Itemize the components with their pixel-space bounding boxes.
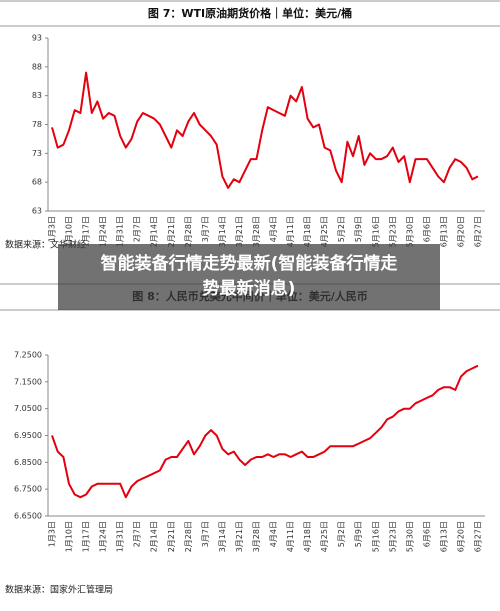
data-line: [51, 364, 479, 499]
x-tick-label: 5月23日: [388, 521, 397, 552]
x-tick-label: 1月17日: [82, 216, 91, 247]
y-tick-label: 7.0500: [14, 404, 42, 413]
overlay-banner: 智能装备行情走势最新(智能装备行情走势最新消息): [58, 244, 440, 310]
x-tick-label: 6月27日: [474, 521, 483, 552]
y-tick-label: 73: [32, 149, 42, 158]
x-tick-label: 6月6日: [422, 216, 431, 242]
y-tick-label: 68: [32, 178, 42, 187]
x-tick-label: 4月4日: [269, 216, 278, 242]
y-tick-label: 6.7500: [14, 485, 42, 494]
y-tick-label: 93: [32, 34, 42, 43]
chart-title: 图 7：WTI原油期货价格｜单位：美元/桶: [148, 6, 352, 20]
y-tick-label: 7.1500: [14, 377, 42, 386]
x-tick-label: 5月16日: [371, 216, 380, 247]
x-tick-label: 4月18日: [303, 216, 312, 247]
x-tick-label: 1月31日: [116, 216, 125, 247]
x-tick-label: 5月9日: [354, 216, 363, 242]
x-tick-label: 5月9日: [354, 521, 363, 547]
x-tick-label: 6月27日: [474, 216, 483, 247]
x-tick-label: 2月14日: [150, 216, 159, 247]
x-tick-label: 2月28日: [184, 216, 193, 247]
x-tick-label: 5月30日: [405, 521, 414, 552]
x-tick-label: 6月6日: [422, 521, 431, 547]
x-tick-label: 3月7日: [201, 521, 210, 547]
x-tick-label: 4月11日: [286, 521, 295, 552]
x-tick-label: 4月4日: [269, 521, 278, 547]
y-tick-label: 6.8500: [14, 458, 42, 467]
x-tick-label: 3月7日: [201, 216, 210, 242]
x-tick-label: 4月18日: [303, 521, 312, 552]
x-tick-label: 6月13日: [439, 521, 448, 552]
x-tick-label: 2月28日: [184, 521, 193, 552]
x-tick-label: 6月13日: [439, 216, 448, 247]
x-tick-label: 1月24日: [99, 216, 108, 247]
x-tick-label: 1月3日: [48, 521, 57, 547]
x-tick-label: 2月21日: [167, 216, 176, 247]
x-tick-label: 4月25日: [320, 521, 329, 552]
x-tick-label: 5月30日: [405, 216, 414, 247]
x-tick-label: 2月21日: [167, 521, 176, 552]
y-tick-label: 78: [32, 120, 42, 129]
x-tick-label: 1月3日: [48, 216, 57, 242]
x-tick-label: 1月24日: [99, 521, 108, 552]
x-tick-label: 1月10日: [65, 521, 74, 552]
data-line: [51, 71, 479, 189]
x-tick-label: 4月25日: [320, 216, 329, 247]
x-tick-label: 3月21日: [235, 521, 244, 552]
x-tick-label: 2月7日: [133, 521, 142, 547]
x-tick-label: 2月14日: [150, 521, 159, 552]
x-tick-label: 4月11日: [286, 216, 295, 247]
y-tick-label: 6.9500: [14, 431, 42, 440]
x-tick-label: 5月23日: [388, 216, 397, 247]
y-tick-label: 7.2500: [14, 351, 42, 360]
x-tick-label: 1月10日: [65, 216, 74, 247]
x-tick-label: 6月20日: [456, 216, 465, 247]
x-tick-label: 5月2日: [337, 521, 346, 547]
x-tick-label: 1月17日: [82, 521, 91, 552]
x-tick-label: 3月28日: [252, 521, 261, 552]
y-tick-label: 83: [32, 91, 42, 100]
y-tick-label: 63: [32, 207, 42, 216]
y-tick-label: 6.6500: [14, 512, 42, 521]
x-tick-label: 5月16日: [371, 521, 380, 552]
source-note: 数据来源：国家外汇管理局: [5, 584, 113, 596]
x-tick-label: 3月14日: [218, 216, 227, 247]
x-tick-label: 1月31日: [116, 521, 125, 552]
x-tick-label: 3月21日: [235, 216, 244, 247]
x-tick-label: 5月2日: [337, 216, 346, 242]
x-tick-label: 6月20日: [456, 521, 465, 552]
x-tick-label: 3月28日: [252, 216, 261, 247]
y-tick-label: 88: [32, 62, 42, 71]
x-tick-label: 2月7日: [133, 216, 142, 242]
x-tick-label: 3月14日: [218, 521, 227, 552]
